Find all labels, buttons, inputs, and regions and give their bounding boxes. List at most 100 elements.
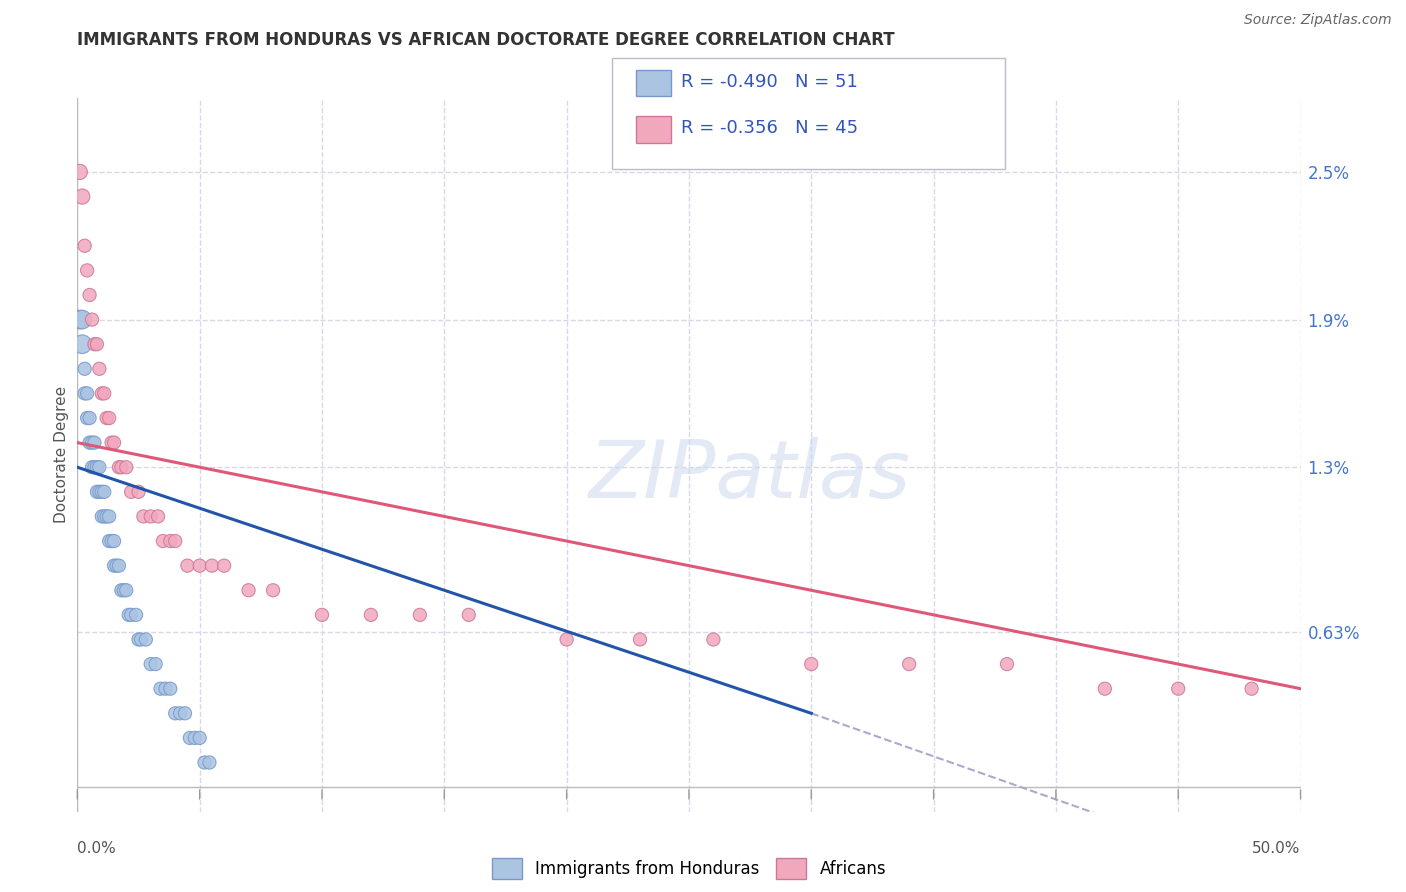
Point bbox=[198, 756, 221, 770]
Point bbox=[108, 558, 131, 573]
Point bbox=[169, 706, 191, 721]
Point bbox=[76, 386, 98, 401]
Point bbox=[89, 460, 111, 475]
Point bbox=[262, 583, 284, 598]
Point bbox=[105, 558, 128, 573]
Point bbox=[165, 534, 187, 549]
Point bbox=[70, 189, 93, 203]
Point bbox=[98, 509, 121, 524]
Text: Source: ZipAtlas.com: Source: ZipAtlas.com bbox=[1244, 13, 1392, 28]
Point bbox=[98, 411, 121, 425]
Point bbox=[132, 509, 155, 524]
Point bbox=[159, 681, 181, 696]
Point bbox=[70, 312, 93, 326]
Y-axis label: Doctorate Degree: Doctorate Degree bbox=[53, 386, 69, 524]
Point bbox=[702, 632, 724, 647]
Point bbox=[201, 558, 224, 573]
Point bbox=[69, 165, 91, 179]
Point bbox=[184, 731, 207, 745]
Point bbox=[115, 583, 138, 598]
Point bbox=[360, 607, 382, 622]
Text: IMMIGRANTS FROM HONDURAS VS AFRICAN DOCTORATE DEGREE CORRELATION CHART: IMMIGRANTS FROM HONDURAS VS AFRICAN DOCT… bbox=[77, 31, 896, 49]
Point bbox=[174, 706, 197, 721]
Point bbox=[155, 681, 177, 696]
Point bbox=[80, 435, 103, 450]
Point bbox=[110, 460, 132, 475]
Point bbox=[1240, 681, 1263, 696]
Point bbox=[90, 484, 112, 499]
Point bbox=[800, 657, 823, 671]
Point bbox=[146, 509, 169, 524]
Point bbox=[135, 632, 157, 647]
Point bbox=[93, 509, 115, 524]
Point bbox=[112, 583, 135, 598]
Point bbox=[128, 632, 150, 647]
Point bbox=[76, 411, 98, 425]
Point bbox=[115, 460, 138, 475]
Point bbox=[176, 558, 198, 573]
Point bbox=[139, 657, 162, 671]
Point bbox=[90, 386, 112, 401]
Point bbox=[120, 607, 142, 622]
Point bbox=[120, 484, 142, 499]
Text: ZIPatlas: ZIPatlas bbox=[589, 437, 911, 516]
Point bbox=[129, 632, 152, 647]
Point bbox=[86, 484, 108, 499]
Point bbox=[159, 534, 181, 549]
Point bbox=[409, 607, 432, 622]
Point bbox=[103, 435, 125, 450]
Point bbox=[86, 460, 108, 475]
Point bbox=[83, 337, 105, 351]
Point bbox=[118, 607, 141, 622]
Point bbox=[70, 337, 93, 351]
Point bbox=[79, 435, 101, 450]
Point bbox=[125, 607, 148, 622]
Point bbox=[73, 361, 96, 376]
Point bbox=[898, 657, 921, 671]
Point bbox=[1167, 681, 1189, 696]
Point bbox=[152, 534, 174, 549]
Point bbox=[96, 411, 118, 425]
Point bbox=[76, 263, 98, 277]
Point bbox=[628, 632, 651, 647]
Point bbox=[139, 509, 162, 524]
Point bbox=[188, 558, 211, 573]
Point bbox=[93, 484, 115, 499]
Point bbox=[69, 312, 91, 326]
Text: 0.0%: 0.0% bbox=[77, 841, 117, 856]
Point bbox=[212, 558, 235, 573]
Point bbox=[89, 361, 111, 376]
Point bbox=[96, 509, 118, 524]
Legend: Immigrants from Honduras, Africans: Immigrants from Honduras, Africans bbox=[485, 852, 893, 886]
Point bbox=[93, 386, 115, 401]
Point bbox=[555, 632, 578, 647]
Point bbox=[110, 583, 132, 598]
Text: R = -0.356   N = 45: R = -0.356 N = 45 bbox=[681, 120, 858, 137]
Point bbox=[193, 756, 215, 770]
Point bbox=[108, 460, 131, 475]
Point bbox=[103, 534, 125, 549]
Point bbox=[73, 239, 96, 253]
Point bbox=[149, 681, 172, 696]
Point bbox=[86, 337, 108, 351]
Point bbox=[90, 509, 112, 524]
Point bbox=[80, 312, 103, 326]
Point bbox=[79, 288, 101, 302]
Text: 50.0%: 50.0% bbox=[1253, 841, 1301, 856]
Point bbox=[128, 484, 150, 499]
Point bbox=[188, 731, 211, 745]
Point bbox=[98, 534, 121, 549]
Point bbox=[100, 534, 122, 549]
Point bbox=[83, 460, 105, 475]
Point bbox=[89, 484, 111, 499]
Point bbox=[103, 558, 125, 573]
Point bbox=[311, 607, 333, 622]
Point bbox=[83, 435, 105, 450]
Point bbox=[995, 657, 1018, 671]
Point bbox=[1094, 681, 1116, 696]
Text: R = -0.490   N = 51: R = -0.490 N = 51 bbox=[681, 73, 858, 91]
Point bbox=[457, 607, 479, 622]
Point bbox=[179, 731, 201, 745]
Point bbox=[238, 583, 260, 598]
Point bbox=[80, 460, 103, 475]
